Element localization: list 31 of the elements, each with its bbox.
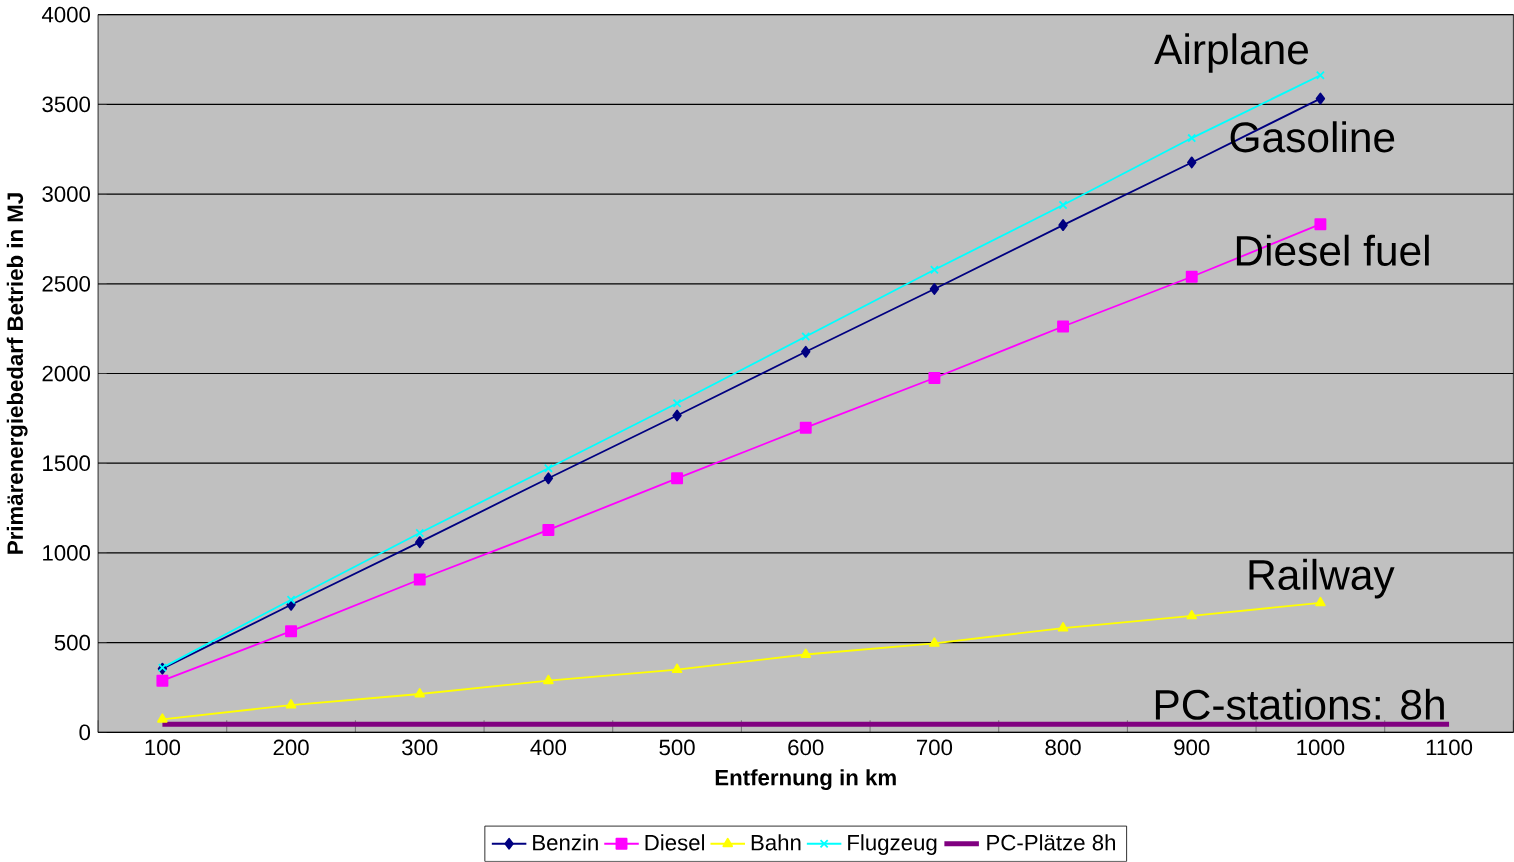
- x-tick-label: 1100: [1426, 739, 1473, 756]
- y-axis-title: Primärenergiebedarf Betrieb in MJ: [6, 193, 28, 554]
- legend-label: Bahn: [751, 834, 801, 851]
- x-tick-label: 800: [1045, 739, 1081, 756]
- y-tick-label: 1000: [43, 545, 91, 561]
- y-tick-label: 3000: [42, 186, 91, 203]
- y-tick-label: 2000: [42, 365, 91, 382]
- annotation: Airplane: [1154, 33, 1308, 73]
- x-tick-label: 1000: [1297, 739, 1345, 756]
- y-tick-label: 3500: [42, 96, 91, 113]
- annotation: Railway: [1249, 558, 1395, 599]
- x-tick-label: 600: [788, 739, 824, 756]
- y-tick-label: 500: [54, 634, 91, 651]
- x-tick-label: 900: [1174, 739, 1210, 756]
- x-tick-label: 200: [273, 739, 309, 756]
- x-axis-title: Entfernung in km: [715, 769, 896, 791]
- x-tick-label: 700: [916, 739, 953, 756]
- x-tick-label: 500: [659, 739, 695, 756]
- x-tick-label: 400: [530, 739, 567, 756]
- x-tick-label: 100: [145, 739, 181, 756]
- y-tick-label: 1500: [43, 455, 91, 472]
- y-tick-label: 4000: [41, 6, 91, 23]
- legend-label: Benzin: [533, 834, 598, 851]
- y-tick-label: 0: [79, 724, 91, 741]
- annotation: Gasoline: [1230, 121, 1395, 153]
- x-tick-label: 300: [402, 739, 438, 756]
- legend-label: PC-Plätze 8h: [987, 834, 1116, 851]
- annotation: PC-stations: 8h: [1155, 688, 1444, 720]
- y-tick-label: 2500: [42, 276, 91, 292]
- legend-label: Flugzeug: [848, 834, 937, 855]
- legend-label: Diesel: [645, 834, 705, 851]
